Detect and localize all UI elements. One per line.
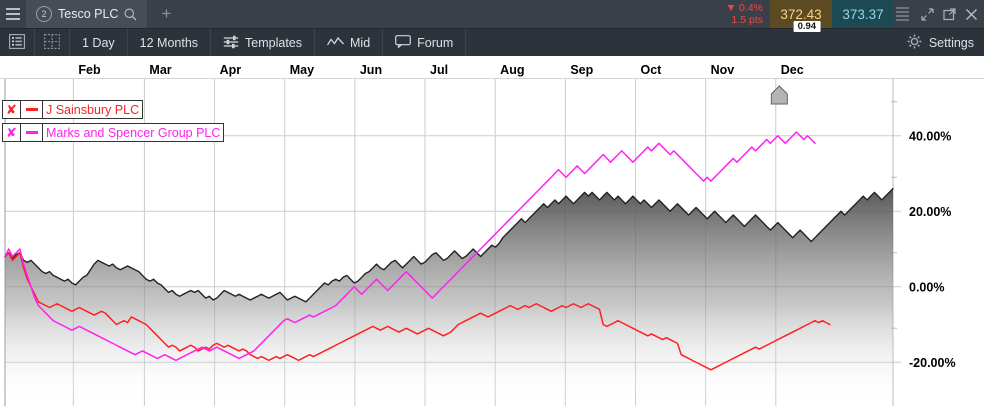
- y-axis-label: -20.00%: [909, 356, 956, 370]
- period-button[interactable]: 12 Months: [128, 29, 212, 57]
- sliders-icon: [223, 35, 239, 52]
- y-axis-label: 20.00%: [909, 205, 951, 219]
- tab-tesco-plc[interactable]: 2 Tesco PLC: [26, 0, 148, 28]
- y-axis-label: 0.00%: [909, 280, 944, 294]
- spread-badge: 0.94: [793, 21, 821, 32]
- series-color-swatch[interactable]: [21, 100, 43, 119]
- price-mode-button[interactable]: Mid: [315, 29, 384, 57]
- list-icon: [9, 34, 25, 52]
- legend-row: ✘ Marks and Spencer Group PLC: [2, 123, 225, 142]
- window-controls: [894, 0, 984, 28]
- price-change: ▼ 0.4% 1.5 pts: [718, 0, 770, 28]
- hamburger-icon[interactable]: [0, 0, 26, 28]
- x-axis-month-label: Nov: [711, 63, 735, 77]
- forum-button[interactable]: Forum: [383, 29, 467, 57]
- expand-icon[interactable]: [921, 7, 934, 21]
- x-axis-month-label: Feb: [78, 63, 101, 77]
- x-axis-month-label: Mar: [149, 63, 171, 77]
- x-axis-month-label: Sep: [570, 63, 593, 77]
- settings-button[interactable]: Settings: [897, 29, 984, 57]
- tab-count-badge: 2: [36, 6, 52, 22]
- series-area-fill: [5, 188, 893, 400]
- x-axis-month-label: Dec: [781, 63, 804, 77]
- legend-series-name[interactable]: Marks and Spencer Group PLC: [43, 123, 225, 142]
- series-line[interactable]: [4, 187, 894, 303]
- line-chart-icon: [326, 36, 344, 51]
- menu-lines-icon[interactable]: [896, 7, 912, 21]
- popout-icon[interactable]: [943, 7, 956, 21]
- gear-icon: [907, 34, 922, 52]
- x-axis-month-label: Jul: [430, 63, 448, 77]
- interval-button[interactable]: 1 Day: [70, 29, 128, 57]
- interval-label: 1 Day: [82, 36, 115, 50]
- settings-label: Settings: [928, 36, 974, 50]
- price-mode-label: Mid: [350, 36, 371, 50]
- x-axis-month-label: Apr: [220, 63, 242, 77]
- close-icon[interactable]: [965, 8, 978, 21]
- speech-bubble-icon: [395, 35, 412, 51]
- legend-row: ✘ J Sainsbury PLC: [2, 100, 224, 119]
- remove-series-icon[interactable]: ✘: [2, 100, 21, 119]
- x-axis-month-label: Jun: [360, 63, 382, 77]
- tab-bar-spacer: [185, 0, 718, 28]
- layout-button[interactable]: [35, 29, 70, 57]
- forum-label: Forum: [417, 36, 454, 50]
- y-axis-label: 40.00%: [909, 129, 951, 143]
- series-color-swatch[interactable]: [21, 123, 43, 142]
- tab-bar: 2 Tesco PLC + ▼ 0.4% 1.5 pts 372.43 0.94…: [0, 0, 984, 32]
- new-tab-button[interactable]: +: [161, 4, 172, 23]
- search-icon[interactable]: [124, 8, 137, 21]
- change-percent: ▼ 0.4%: [725, 1, 763, 14]
- toolbar-spacer: [466, 29, 897, 57]
- legend-series-name[interactable]: J Sainsbury PLC: [43, 100, 144, 119]
- ask-value: 373.37: [842, 6, 884, 22]
- remove-series-icon[interactable]: ✘: [2, 123, 21, 142]
- x-axis-month-label: Oct: [640, 63, 662, 77]
- tab-title: Tesco PLC: [58, 7, 119, 21]
- series-line[interactable]: [4, 252, 831, 371]
- ask-price[interactable]: 373.37: [832, 0, 894, 28]
- chart-canvas[interactable]: -20.00% 0.00% 20.00% 40.00% Feb Mar Apr May Jun J…: [0, 56, 984, 406]
- grid-layout-icon: [44, 34, 60, 52]
- series-line[interactable]: [4, 131, 816, 362]
- x-axis-month-label: May: [290, 63, 314, 77]
- chart-toolbar: 1 Day 12 Months Templates: [0, 28, 984, 57]
- event-marker[interactable]: [770, 85, 788, 105]
- x-axis-month-label: Aug: [500, 63, 524, 77]
- bid-value: 372.43: [780, 6, 822, 22]
- templates-label: Templates: [245, 36, 303, 50]
- quote-panel: ▼ 0.4% 1.5 pts 372.43 0.94 373.37: [718, 0, 894, 32]
- change-points: 1.5 pts: [731, 14, 763, 26]
- templates-button[interactable]: Templates: [211, 29, 316, 57]
- watchlist-button[interactable]: [0, 29, 35, 57]
- bid-price[interactable]: 372.43 0.94: [770, 0, 832, 32]
- chart-legend: ✘ J Sainsbury PLC ✘ Marks and Spencer Group…: [2, 100, 225, 146]
- period-label: 12 Months: [139, 36, 199, 50]
- price-chart[interactable]: -20.00% 0.00% 20.00% 40.00% Feb Mar Apr May Jun J…: [0, 56, 984, 406]
